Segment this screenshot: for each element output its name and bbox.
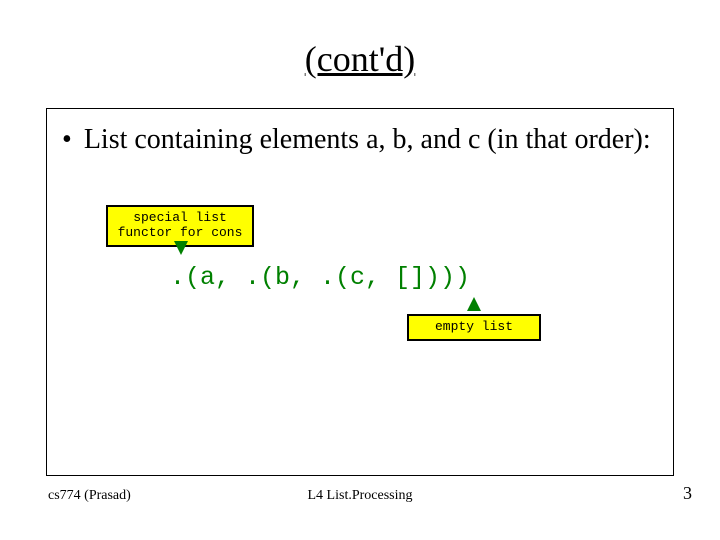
bullet-item: • List containing elements a, b, and c (…: [62, 122, 652, 158]
footer-page-number: 3: [683, 483, 692, 504]
slide-title: (cont'd): [0, 38, 720, 80]
title-text: (cont'd): [305, 39, 415, 79]
arrow-up-icon: [467, 297, 481, 311]
bullet-marker: •: [62, 122, 72, 158]
arrow-down-icon: [174, 241, 188, 255]
code-expression: .(a, .(b, .(c, []))): [170, 263, 470, 292]
content-border: [46, 108, 674, 476]
callout-line: empty list: [415, 320, 533, 335]
code-text: .(a, .(b, .(c, []))): [170, 263, 470, 292]
slide: (cont'd) • List containing elements a, b…: [0, 0, 720, 540]
footer-center: L4 List.Processing: [0, 488, 720, 504]
bullet-text: List containing elements a, b, and c (in…: [84, 122, 651, 158]
callout-empty-list: empty list: [407, 314, 541, 341]
callout-line: special list: [114, 211, 246, 226]
callout-line: functor for cons: [114, 226, 246, 241]
